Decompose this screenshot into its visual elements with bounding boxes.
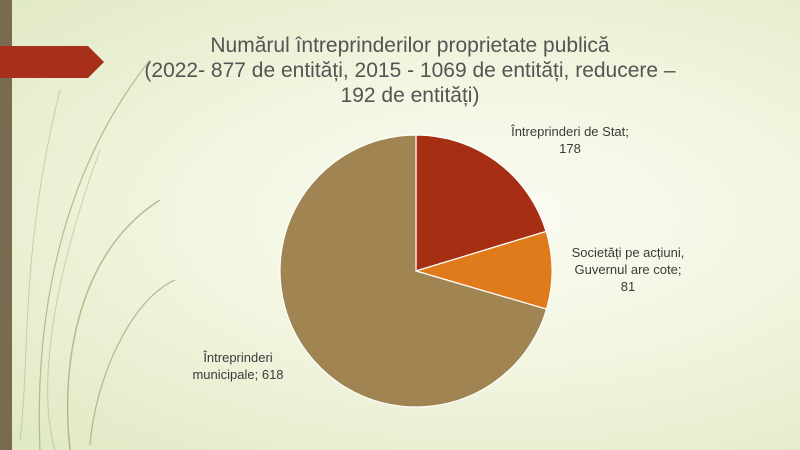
label-intreprinderi-de-stat-line: 178 <box>559 141 581 156</box>
label-societati-pe-actiuni-line: 81 <box>621 279 635 294</box>
label-societati-pe-actiuni-line: Guvernul are cote; <box>575 262 682 277</box>
title-ribbon <box>0 46 104 78</box>
pie-slice-intreprinderi-municipale <box>279 134 548 408</box>
slide-title: Numărul întreprinderilor proprietate pub… <box>120 33 700 108</box>
pie-slice-societati-pe-actiuni <box>413 230 553 310</box>
label-intreprinderi-municipale-line: municipale; 618 <box>192 367 283 382</box>
label-intreprinderi-municipale-line: Întreprinderi <box>202 350 272 365</box>
decorative-leaf-strokes <box>19 59 176 450</box>
label-societati-pe-actiuni-line: Societăți pe acțiuni, <box>572 245 685 260</box>
title-line-2: (2022- 877 de entități, 2015 - 1069 de e… <box>144 59 676 82</box>
left-accent-bar <box>0 0 12 450</box>
pie-labels: Întreprinderi de Stat; 178 Societăți pe ac… <box>192 124 684 382</box>
title-line-3: 192 de entități) <box>340 84 480 107</box>
title-line-1: Numărul întreprinderilor proprietate pub… <box>210 34 610 57</box>
pie-slices <box>279 134 553 408</box>
label-intreprinderi-de-stat: Întreprinderi de Stat; 178 <box>510 124 629 156</box>
pie-slice-intreprinderi-de-stat <box>415 134 547 272</box>
label-intreprinderi-municipale: Întreprinderi municipale; 618 <box>192 350 283 382</box>
label-societati-pe-actiuni: Societăți pe acțiuni, Guvernul are cote; 8… <box>572 245 685 294</box>
label-intreprinderi-de-stat-line: Întreprinderi de Stat; <box>510 124 629 139</box>
